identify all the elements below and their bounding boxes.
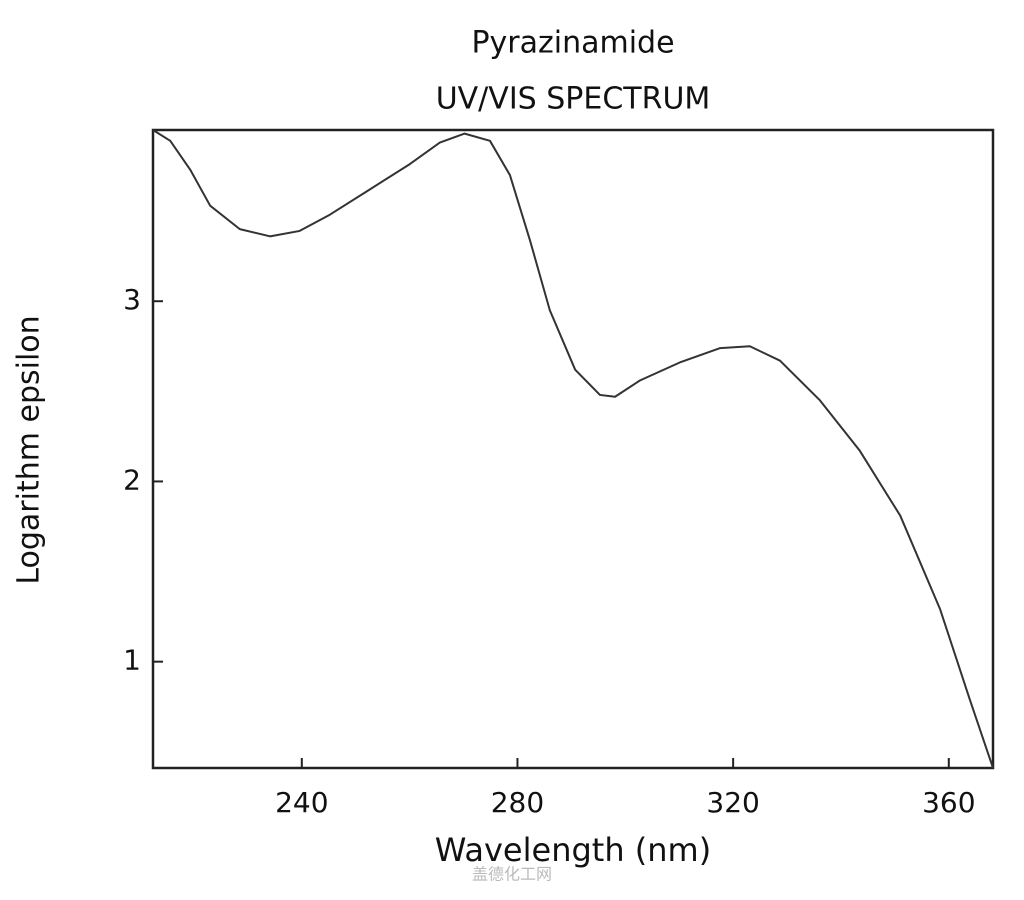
watermark: 盖德化工网 [472, 865, 552, 884]
x-tick-label: 320 [706, 786, 759, 819]
x-tick-label: 240 [275, 786, 328, 819]
y-tick-label: 1 [123, 644, 141, 677]
y-axis-label: Logarithm epsilon [12, 315, 47, 584]
chart-subtitle: UV/VIS SPECTRUM [436, 82, 711, 117]
spectrum-line [152, 129, 994, 769]
y-tick-label: 2 [123, 463, 141, 496]
x-tick-label: 280 [491, 786, 544, 819]
x-axis-label: Wavelength (nm) [435, 831, 711, 869]
x-tick-label: 360 [922, 786, 975, 819]
y-tick-label: 3 [123, 283, 141, 316]
chart-title: Pyrazinamide [471, 26, 674, 61]
plot-frame [151, 128, 995, 770]
